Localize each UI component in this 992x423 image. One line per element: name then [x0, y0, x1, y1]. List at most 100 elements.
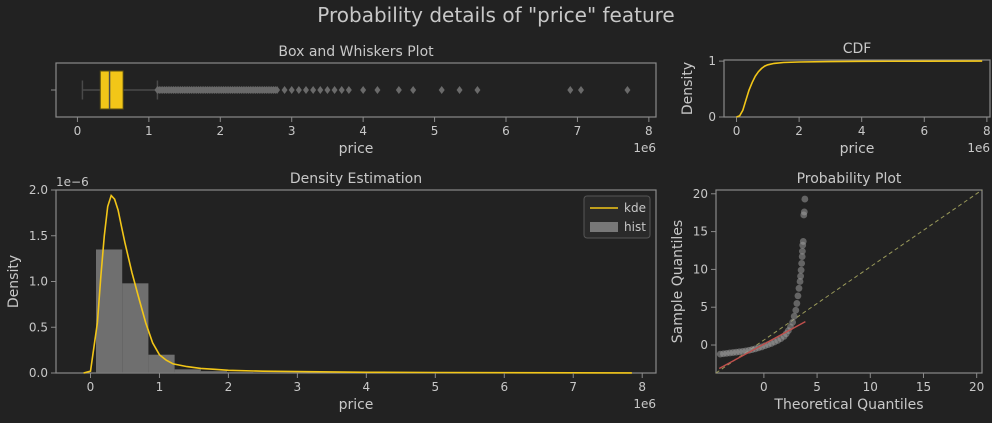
box-outlier [345, 86, 352, 94]
panel-2-ytick-label: 1.0 [29, 275, 48, 289]
panel-0-xtick-label: 8 [645, 124, 653, 138]
panel-1-xlabel: price [840, 141, 875, 157]
box-outlier [295, 86, 302, 94]
hist-bar [227, 372, 254, 373]
panel-3-xlabel: Theoretical Quantiles [773, 397, 923, 413]
panel-1-xtick-label: 0 [733, 124, 741, 138]
hist-bar [174, 369, 201, 373]
qq-point [793, 300, 801, 307]
cdf-line [736, 60, 983, 118]
panel-0-xtick-label: 6 [502, 124, 510, 138]
panel-2-xtick-label: 2 [225, 380, 233, 394]
box-outlier [410, 86, 417, 94]
panel-2-ylabel: Density [6, 255, 22, 308]
panel-0-xtick-label: 2 [216, 124, 224, 138]
qq-fit-line [718, 320, 806, 370]
legend-hist-label: hist [624, 220, 646, 234]
box-outlier [288, 86, 295, 94]
panel-2-xtick-label: 3 [294, 380, 302, 394]
qq-point [789, 318, 797, 326]
panel-2-title: Density Estimation [290, 171, 422, 187]
qq-point [798, 253, 806, 260]
qq-point [799, 238, 807, 245]
panel-2-xtick-label: 8 [638, 380, 646, 394]
panel-1-ytick-label: 0 [708, 110, 716, 124]
box-outlier [624, 86, 631, 94]
panel-3-frame [715, 189, 983, 374]
panel-1-title: CDF [843, 41, 872, 57]
panel-2-xtick-label: 0 [87, 380, 95, 394]
panel-0-xtick-label: 5 [431, 124, 439, 138]
qq-point [797, 272, 804, 280]
panel-3-title: Probability Plot [797, 171, 902, 187]
qq-point [790, 312, 798, 320]
box-outlier [317, 86, 324, 94]
box-outlier [281, 86, 288, 94]
kde-line [83, 193, 632, 374]
panel-0-xtick-label: 1 [145, 124, 153, 138]
panel-2-xtick-label: 4 [363, 380, 371, 394]
qq-point [792, 306, 800, 314]
panel-3-ytick-label: 20 [693, 187, 708, 201]
panel-0-xtick-label: 0 [74, 124, 82, 138]
panel-0-xtick-label: 4 [359, 124, 367, 138]
qq-point [794, 292, 802, 300]
legend-kde-label: kde [624, 201, 646, 215]
panels: Box and Whiskers Plot 0 1 2 3 4 5 6 7 8 price 1e6 CD… [6, 41, 991, 413]
panel-1-xtick-label: 6 [920, 124, 928, 138]
panel-3-xtick-label: 15 [916, 380, 931, 394]
panel-3-xtick-label: 10 [863, 380, 878, 394]
figure-suptitle: Probability details of "price" feature [317, 3, 674, 27]
hist-bar [148, 354, 175, 373]
qq-reference-line [715, 189, 983, 374]
panel-1-x-offset: 1e6 [967, 141, 990, 155]
qq-point [798, 259, 806, 267]
hist-bar [200, 371, 228, 373]
panel-3-ytick-label: 10 [693, 262, 708, 276]
panel-0-x-offset: 1e6 [633, 141, 656, 155]
box-outlier [303, 86, 309, 94]
panel-0-xlabel: price [339, 141, 374, 157]
panel-2-xtick-label: 5 [431, 380, 439, 394]
box-outlier [331, 86, 338, 94]
hist-bar [96, 249, 123, 373]
panel-2-ytick-label: 0.5 [29, 320, 48, 334]
box-iqr [99, 70, 124, 110]
qq-point [795, 284, 803, 292]
qq-point [800, 208, 808, 216]
panel-3-xtick-label: 5 [813, 380, 821, 394]
panel-1-ytick-label: 1 [708, 54, 716, 68]
legend-hist-swatch [590, 222, 618, 232]
panel-1-xtick-label: 8 [983, 124, 991, 138]
box-outlier [338, 86, 345, 94]
qq-point [797, 266, 805, 274]
panel-2-xtick-label: 7 [569, 380, 577, 394]
box-outlier [360, 86, 367, 94]
panel-2-xtick-label: 1 [156, 380, 164, 394]
panel-3-ytick-label: 5 [700, 300, 708, 314]
panel-2-xtick-label: 6 [500, 380, 508, 394]
qq-point [801, 195, 809, 203]
panel-2-ytick-label: 1.5 [29, 229, 48, 243]
panel-3-xtick-label: 0 [760, 380, 768, 394]
panel-2-x-offset: 1e6 [633, 397, 656, 411]
box-outlier [274, 86, 281, 94]
box-outlier [578, 86, 584, 94]
qq-point [798, 247, 806, 255]
panel-1-xtick-label: 2 [795, 124, 803, 138]
box-outlier [395, 86, 402, 94]
box-outlier [310, 86, 317, 94]
panel-3-xtick-label: 20 [969, 380, 984, 394]
panel-0-xtick-label: 3 [288, 124, 296, 138]
panel-3-ytick-label: 15 [693, 225, 708, 239]
panel-3-ylabel: Sample Quantiles [670, 220, 686, 343]
panel-1-frame [723, 59, 991, 118]
panel-1-xtick-label: 4 [858, 124, 866, 138]
panel-0-xtick-label: 7 [574, 124, 582, 138]
panel-3-ytick-label: 0 [700, 338, 708, 352]
box-outlier [567, 86, 574, 94]
box-outlier [438, 86, 445, 94]
panel-0-title: Box and Whiskers Plot [278, 44, 434, 60]
box-outlier [474, 86, 481, 94]
